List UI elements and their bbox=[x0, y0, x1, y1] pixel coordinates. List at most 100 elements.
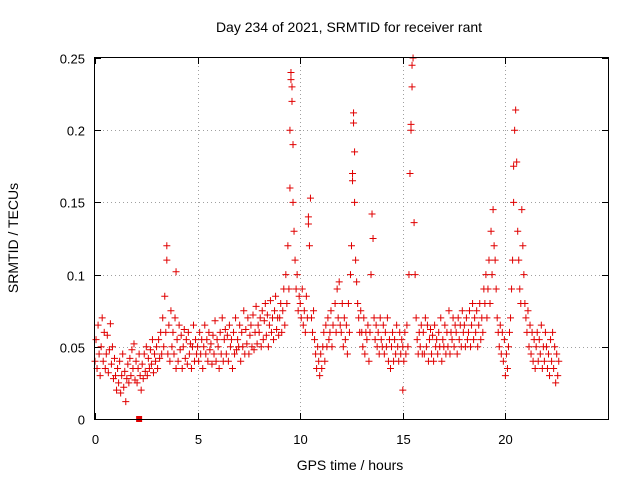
data-point bbox=[351, 148, 359, 156]
data-point bbox=[148, 336, 156, 344]
data-point bbox=[446, 350, 454, 358]
data-point bbox=[514, 227, 522, 235]
data-point bbox=[400, 357, 408, 365]
data-point bbox=[333, 285, 341, 293]
data-point bbox=[371, 336, 379, 344]
data-point bbox=[513, 158, 521, 166]
data-point bbox=[164, 350, 172, 358]
data-point bbox=[213, 336, 221, 344]
data-point bbox=[374, 328, 382, 336]
data-point bbox=[192, 336, 200, 344]
data-point bbox=[542, 343, 550, 351]
data-point bbox=[307, 314, 315, 322]
data-point bbox=[179, 343, 187, 351]
data-point bbox=[112, 372, 120, 380]
data-point bbox=[295, 292, 303, 300]
data-points bbox=[91, 54, 563, 422]
x-tick-label: 15 bbox=[396, 432, 410, 447]
data-point bbox=[167, 307, 175, 315]
data-point bbox=[201, 321, 209, 329]
x-tick-label: 20 bbox=[498, 432, 512, 447]
data-point bbox=[206, 346, 214, 354]
data-point bbox=[294, 307, 302, 315]
data-point bbox=[238, 328, 246, 336]
data-point bbox=[334, 314, 342, 322]
data-point bbox=[122, 398, 130, 406]
data-point bbox=[465, 307, 473, 315]
data-point bbox=[181, 354, 189, 362]
data-point bbox=[444, 343, 452, 351]
data-point bbox=[264, 343, 272, 351]
data-point bbox=[338, 299, 346, 307]
data-point bbox=[300, 307, 308, 315]
data-point bbox=[474, 343, 482, 351]
data-point bbox=[547, 336, 555, 344]
data-point bbox=[115, 379, 123, 387]
data-point bbox=[99, 357, 107, 365]
data-point bbox=[228, 364, 236, 372]
x-tick-label: 0 bbox=[92, 432, 99, 447]
data-point bbox=[285, 285, 293, 293]
data-point bbox=[243, 340, 251, 348]
data-point bbox=[247, 321, 255, 329]
data-point bbox=[507, 314, 515, 322]
data-point bbox=[286, 126, 294, 134]
data-point bbox=[189, 321, 197, 329]
data-point bbox=[223, 331, 231, 339]
data-point bbox=[454, 314, 462, 322]
data-point bbox=[492, 285, 500, 293]
data-point bbox=[151, 350, 159, 358]
data-point bbox=[211, 317, 219, 325]
data-point bbox=[408, 83, 416, 91]
data-point bbox=[234, 336, 242, 344]
data-point bbox=[101, 364, 109, 372]
data-point bbox=[239, 343, 247, 351]
data-point bbox=[276, 314, 284, 322]
data-point bbox=[469, 299, 477, 307]
data-point bbox=[351, 198, 359, 206]
data-point bbox=[185, 350, 193, 358]
data-point bbox=[370, 314, 378, 322]
data-point bbox=[473, 307, 481, 315]
data-point bbox=[410, 219, 418, 227]
data-point bbox=[368, 210, 376, 218]
data-point bbox=[281, 321, 289, 329]
data-point bbox=[161, 292, 169, 300]
data-point bbox=[236, 321, 244, 329]
data-point bbox=[431, 321, 439, 329]
data-point bbox=[519, 242, 527, 250]
data-point bbox=[320, 328, 328, 336]
data-point bbox=[170, 350, 178, 358]
data-point bbox=[349, 170, 357, 178]
data-point bbox=[448, 336, 456, 344]
data-point bbox=[521, 299, 529, 307]
data-point bbox=[194, 343, 202, 351]
data-point bbox=[512, 106, 520, 114]
data-point bbox=[508, 285, 516, 293]
data-point bbox=[316, 372, 324, 380]
data-point bbox=[196, 328, 204, 336]
data-point bbox=[463, 336, 471, 344]
data-point bbox=[208, 360, 216, 368]
data-point bbox=[287, 76, 295, 84]
data-point bbox=[244, 314, 252, 322]
data-point bbox=[317, 350, 325, 358]
data-point bbox=[130, 340, 138, 348]
data-point bbox=[406, 170, 414, 178]
data-point bbox=[482, 271, 490, 279]
data-point bbox=[226, 343, 234, 351]
data-point bbox=[380, 350, 388, 358]
data-point bbox=[383, 314, 391, 322]
data-point bbox=[522, 314, 530, 322]
data-point bbox=[304, 213, 312, 221]
data-point bbox=[493, 314, 501, 322]
data-point bbox=[125, 379, 133, 387]
data-point bbox=[214, 343, 222, 351]
data-point bbox=[137, 386, 145, 394]
data-point bbox=[146, 346, 154, 354]
data-point bbox=[511, 126, 519, 134]
data-point bbox=[435, 328, 443, 336]
data-point bbox=[169, 328, 177, 336]
data-point bbox=[253, 340, 261, 348]
data-point bbox=[506, 328, 514, 336]
